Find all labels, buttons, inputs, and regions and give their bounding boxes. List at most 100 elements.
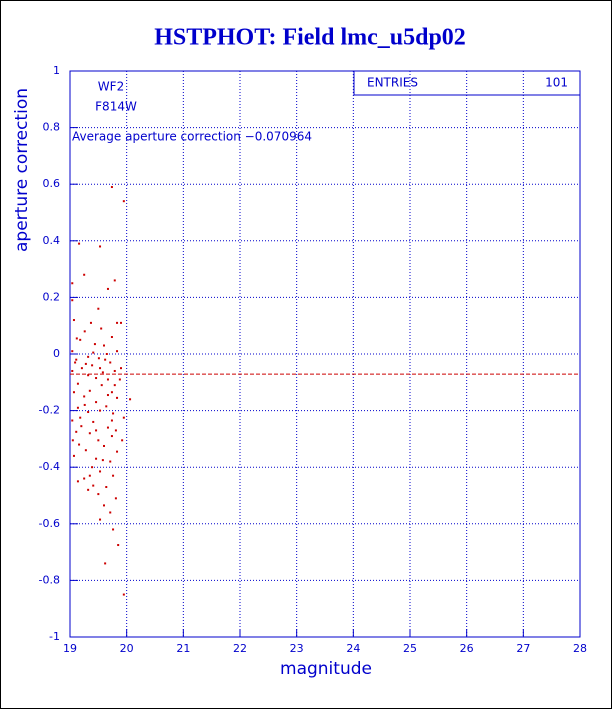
point [113, 384, 116, 387]
point [101, 459, 104, 462]
point [97, 493, 100, 496]
point [99, 470, 102, 473]
point [105, 486, 108, 489]
point [84, 362, 87, 365]
point [99, 367, 102, 370]
point [83, 330, 86, 333]
point [109, 460, 112, 463]
point [87, 374, 90, 377]
x-tick-label: 21 [176, 642, 190, 655]
point [95, 429, 98, 432]
point [72, 391, 75, 394]
x-tick-label: 25 [403, 642, 417, 655]
point [75, 337, 78, 340]
point [110, 186, 113, 189]
point [106, 426, 109, 429]
y-tick-label: 0.6 [43, 177, 61, 190]
point [79, 338, 82, 341]
point [106, 378, 109, 381]
y-tick-label: 0.8 [43, 121, 61, 134]
point [106, 394, 109, 397]
chart-title: HSTPHOT: Field lmc_u5dp02 [154, 25, 466, 51]
plot-frame [69, 70, 581, 638]
point [97, 307, 100, 310]
point [101, 371, 104, 374]
point [105, 353, 108, 355]
point [113, 279, 116, 282]
point [88, 432, 91, 435]
point [99, 518, 102, 521]
point [83, 477, 86, 480]
point [122, 416, 125, 419]
point [100, 384, 103, 387]
point [106, 287, 109, 290]
point [75, 358, 78, 361]
point [121, 439, 124, 442]
x-tick-label: 28 [573, 642, 587, 655]
point [122, 593, 125, 596]
point [97, 357, 100, 360]
x-tick-label: 24 [346, 642, 360, 655]
annotation: Average aperture correction −0.070964 [72, 130, 312, 144]
point [72, 454, 75, 457]
point [92, 420, 95, 423]
point [83, 403, 86, 406]
point [116, 350, 119, 353]
point [109, 361, 112, 364]
point [71, 369, 74, 372]
point [87, 488, 90, 491]
point [83, 273, 86, 276]
point [71, 439, 74, 442]
x-axis-label: magnitude [280, 659, 372, 679]
y-tick-label: -0.2 [39, 404, 60, 417]
point [80, 425, 83, 428]
point [88, 389, 91, 392]
point [91, 364, 94, 367]
x-tick-label: 23 [290, 642, 304, 655]
point [116, 321, 119, 324]
point [89, 321, 92, 324]
point [110, 336, 113, 339]
point [71, 299, 74, 302]
point [116, 450, 119, 453]
point [75, 430, 78, 433]
y-tick-label: -0.8 [39, 573, 60, 586]
point [84, 449, 87, 452]
y-tick-label: -0.6 [39, 517, 60, 530]
y-tick-label: 1 [53, 64, 60, 77]
point [78, 443, 81, 446]
point [88, 474, 91, 477]
x-tick-label: 26 [460, 642, 474, 655]
point [103, 444, 105, 447]
stats-label: ENTRIES [367, 76, 418, 90]
point [87, 411, 90, 414]
point [91, 466, 94, 469]
point [110, 391, 113, 394]
annotation: F814W [95, 100, 137, 114]
point [71, 350, 74, 353]
point [87, 355, 90, 358]
point [104, 358, 107, 361]
point [129, 398, 132, 401]
x-tick-label: 20 [120, 642, 134, 655]
x-tick-label: 19 [63, 642, 77, 655]
point [104, 562, 107, 565]
point [79, 416, 82, 419]
point [112, 474, 115, 477]
point [76, 406, 79, 409]
point [71, 419, 74, 422]
y-tick-label: 0.4 [43, 234, 61, 247]
y-axis-label: aperture correction [12, 88, 32, 252]
point [122, 200, 125, 203]
point [99, 245, 102, 248]
annotation: WF2 [98, 80, 124, 94]
point [113, 369, 116, 372]
x-tick-label: 22 [233, 642, 247, 655]
point [103, 344, 105, 347]
point [92, 351, 95, 354]
y-tick-label: 0.2 [43, 290, 61, 303]
point [80, 367, 83, 370]
point [72, 319, 75, 322]
point [76, 480, 79, 483]
